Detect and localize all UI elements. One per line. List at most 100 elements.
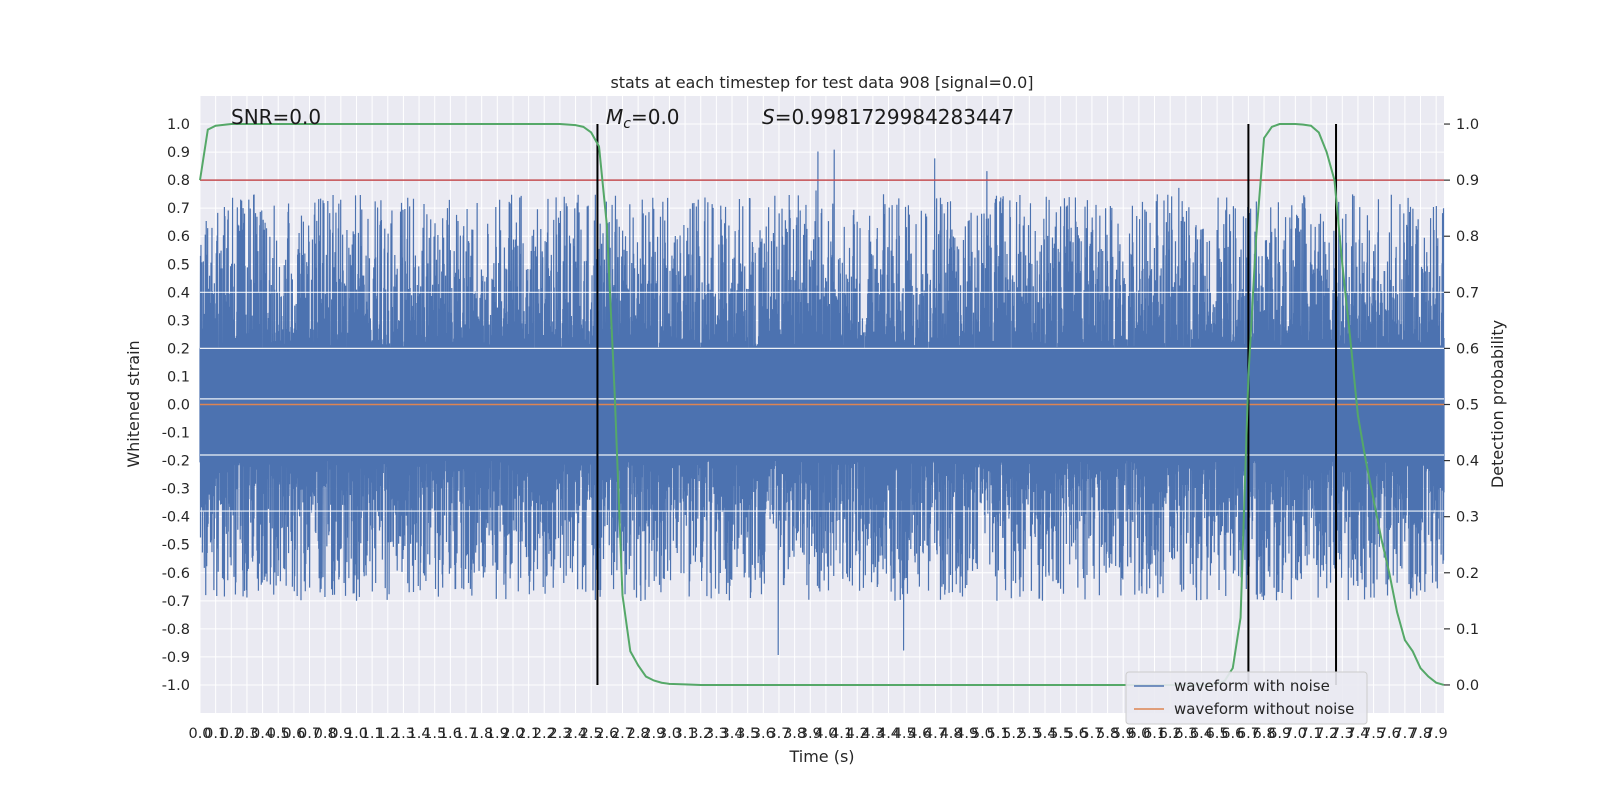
- y-tick-labels: 1.0 0.9 0.8 0.7 0.6 0.5 0.4 0.3 0.2 0.1 0.0 -0.1 -0.…: [162, 117, 190, 694]
- x-tick-67: 6.7: [1237, 726, 1260, 742]
- x-tick-15: 1.5: [423, 726, 446, 742]
- x-tick-57: 5.7: [1080, 726, 1103, 742]
- x-tick-17: 1.7: [454, 726, 477, 742]
- x-tick-3: 0.3: [235, 726, 258, 742]
- y2-tick-7: 0.3: [1456, 510, 1479, 526]
- x-tick-65: 6.5: [1206, 726, 1229, 742]
- x-tick-33: 3.3: [705, 726, 728, 742]
- y-tick-0: 1.0: [167, 117, 190, 133]
- x-axis-label: Time (s): [788, 747, 854, 766]
- x-tick-41: 4.1: [830, 726, 853, 742]
- x-tick-66: 6.6: [1221, 726, 1244, 742]
- x-tick-63: 6.3: [1174, 726, 1197, 742]
- x-tick-22: 2.2: [533, 726, 556, 742]
- x-tick-24: 2.4: [564, 726, 587, 742]
- x-tick-54: 5.4: [1033, 726, 1056, 742]
- legend-entry-noise: waveform with noise: [1174, 677, 1330, 695]
- y2-tick-3: 0.7: [1456, 285, 1479, 301]
- x-tick-45: 4.5: [893, 726, 916, 742]
- x-tick-78: 7.8: [1409, 726, 1432, 742]
- x-tick-69: 6.9: [1268, 726, 1291, 742]
- x-tick-29: 2.9: [642, 726, 665, 742]
- y2-tick-0: 1.0: [1456, 117, 1479, 133]
- annotation-s-symbol: S: [762, 105, 775, 129]
- annotation-snr: SNR=0.0: [231, 105, 321, 129]
- x-tick-13: 1.3: [392, 726, 415, 742]
- x-tick-6: 0.6: [282, 726, 305, 742]
- x-tick-71: 7.1: [1299, 726, 1322, 742]
- x-tick-48: 4.8: [940, 726, 963, 742]
- x-tick-8: 0.8: [314, 726, 337, 742]
- y-tick-12: -0.2: [162, 454, 190, 470]
- x-tick-25: 2.5: [580, 726, 603, 742]
- x-tick-79: 7.9: [1425, 726, 1448, 742]
- y-tick-4: 0.6: [167, 229, 190, 245]
- y-tick-3: 0.7: [167, 201, 190, 217]
- x-tick-70: 7.0: [1284, 726, 1307, 742]
- y-tick-7: 0.3: [167, 313, 190, 329]
- x-tick-68: 6.8: [1253, 726, 1276, 742]
- y-tick-13: -0.3: [162, 482, 190, 498]
- x-tick-46: 4.6: [908, 726, 931, 742]
- legend-entry-clean: waveform without noise: [1174, 700, 1354, 718]
- y-tick-11: -0.1: [162, 426, 190, 442]
- x-tick-51: 5.1: [987, 726, 1010, 742]
- x-tick-40: 4.0: [814, 726, 837, 742]
- x-tick-32: 3.2: [689, 726, 712, 742]
- annotation-mc-symbol: M: [606, 105, 623, 129]
- x-tick-77: 7.7: [1393, 726, 1416, 742]
- x-tick-59: 5.9: [1112, 726, 1135, 742]
- x-tick-14: 1.4: [408, 726, 431, 742]
- x-tick-16: 1.6: [439, 726, 462, 742]
- y-tick-18: -0.8: [162, 622, 190, 638]
- x-tick-34: 3.4: [720, 726, 743, 742]
- x-tick-53: 5.3: [1018, 726, 1041, 742]
- y-tick-16: -0.6: [162, 566, 190, 582]
- annotation-s: S=0.9981729984283447: [762, 105, 1014, 129]
- y2-tick-4: 0.6: [1456, 341, 1479, 357]
- annotation-mc: Mc=0.0: [606, 105, 680, 132]
- x-tick-23: 2.3: [548, 726, 571, 742]
- x-tick-50: 5.0: [971, 726, 994, 742]
- y2-axis-label: Detection probability: [1488, 320, 1507, 488]
- x-tick-43: 4.3: [861, 726, 884, 742]
- x-tick-64: 6.4: [1190, 726, 1213, 742]
- y-tick-20: -1.0: [162, 678, 190, 694]
- x-tick-37: 3.7: [767, 726, 790, 742]
- y-tick-15: -0.5: [162, 538, 190, 554]
- x-tick-27: 2.7: [611, 726, 634, 742]
- x-tick-56: 5.6: [1065, 726, 1088, 742]
- x-tick-42: 4.2: [846, 726, 869, 742]
- x-tick-36: 3.6: [752, 726, 775, 742]
- x-tick-7: 0.7: [298, 726, 321, 742]
- y2-tick-6: 0.4: [1456, 454, 1479, 470]
- chart-title: stats at each timestep for test data 908…: [610, 73, 1033, 92]
- x-tick-11: 1.1: [361, 726, 384, 742]
- x-tick-35: 3.5: [736, 726, 759, 742]
- x-tick-4: 0.4: [251, 726, 274, 742]
- x-tick-0: 0.0: [188, 726, 211, 742]
- x-tick-58: 5.8: [1096, 726, 1119, 742]
- x-tick-60: 6.0: [1127, 726, 1150, 742]
- y2-tick-1: 0.9: [1456, 173, 1479, 189]
- annotation-mc-sub: c: [623, 116, 631, 132]
- x-tick-74: 7.4: [1346, 726, 1369, 742]
- x-tick-1: 0.1: [204, 726, 227, 742]
- x-tick-10: 1.0: [345, 726, 368, 742]
- x-tick-55: 5.5: [1049, 726, 1072, 742]
- x-tick-73: 7.3: [1331, 726, 1354, 742]
- x-tick-21: 2.1: [517, 726, 540, 742]
- y2-tick-8: 0.2: [1456, 566, 1479, 582]
- y2-tick-9: 0.1: [1456, 622, 1479, 638]
- x-tick-26: 2.6: [595, 726, 618, 742]
- x-tick-labels: 0.00.10.20.30.40.50.60.70.80.91.01.11.21…: [188, 726, 1447, 742]
- legend: waveform with noise waveform without noi…: [1125, 671, 1368, 725]
- x-tick-9: 0.9: [329, 726, 352, 742]
- x-tick-72: 7.2: [1315, 726, 1338, 742]
- y-tick-19: -0.9: [162, 650, 190, 666]
- x-tick-30: 3.0: [658, 726, 681, 742]
- x-tick-47: 4.7: [924, 726, 947, 742]
- legend-box: [1125, 671, 1368, 725]
